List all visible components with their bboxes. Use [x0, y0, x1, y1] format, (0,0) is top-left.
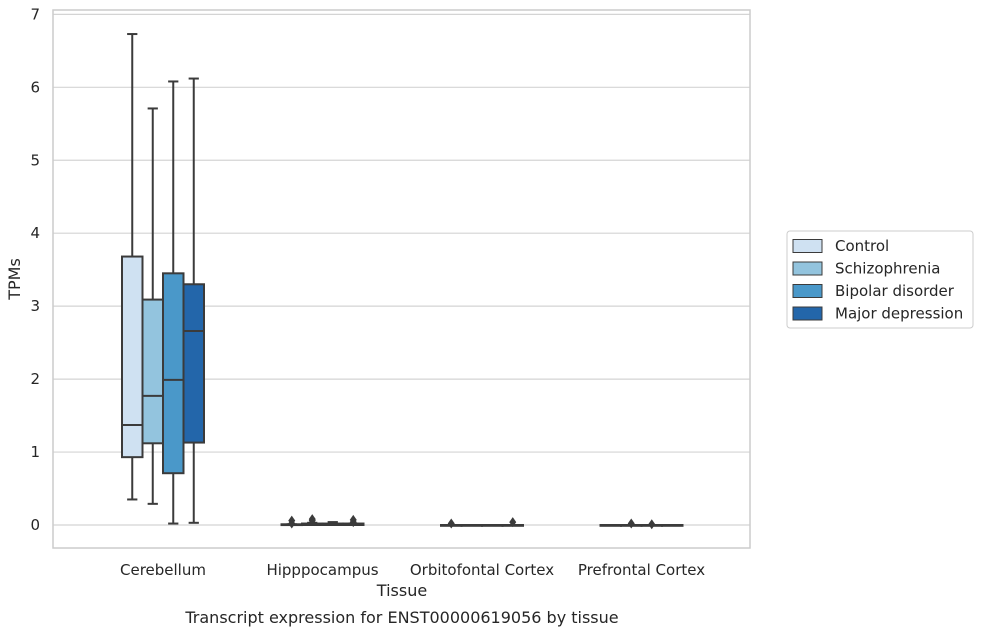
y-tick-label: 5 — [30, 151, 40, 169]
x-tick-label: Cerebellum — [120, 561, 206, 579]
y-tick-label: 7 — [30, 5, 40, 23]
box-schizophrenia — [141, 107, 164, 505]
box-bipolar-disorder — [321, 521, 344, 527]
legend-swatch — [792, 284, 823, 298]
legend-swatch — [792, 306, 823, 321]
outlier-point — [648, 519, 656, 530]
outlier-point — [349, 514, 357, 525]
outlier-point — [308, 514, 316, 525]
box-major-depression — [182, 77, 205, 524]
legend-label: Schizophrenia — [835, 260, 940, 278]
box-bipolar-disorder — [162, 80, 185, 525]
gridlines — [53, 13, 750, 526]
box-iqr — [121, 255, 144, 459]
legend-swatch — [792, 239, 823, 253]
outlier-point — [627, 518, 635, 529]
x-tick-labels: Cerebellum Hipppocampus Orbitofontal Corte… — [120, 561, 705, 579]
box-control — [280, 515, 303, 529]
outlier-point — [447, 518, 455, 529]
box-schizophrenia — [301, 514, 324, 527]
legend-swatch — [792, 261, 823, 276]
legend-frame — [786, 230, 974, 329]
legend: Control Schizophrenia Bipolar disorder Majo… — [786, 230, 974, 329]
box-iqr — [182, 283, 205, 444]
y-axis-title: TPMs — [5, 258, 24, 301]
box-schizophrenia — [620, 518, 643, 529]
outlier-point — [288, 515, 296, 526]
legend-label: Major depression — [835, 305, 963, 323]
box-bipolar-disorder — [640, 519, 663, 530]
x-tick-label: Prefrontal Cortex — [578, 561, 705, 579]
box-bipolar-disorder — [481, 524, 504, 527]
box-major-depression — [342, 514, 365, 528]
legend-label: Control — [835, 237, 889, 255]
x-axis-title: Tissue — [376, 581, 427, 600]
box-groups — [121, 33, 684, 530]
y-tick-label: 1 — [30, 443, 40, 461]
box-iqr — [141, 298, 164, 445]
y-tick-label: 2 — [30, 370, 40, 388]
y-tick-label: 4 — [30, 224, 40, 242]
x-tick-label: Orbitofontal Cortex — [410, 561, 554, 579]
x-tick-label: Hipppocampus — [266, 561, 378, 579]
y-tick-label: 6 — [30, 78, 40, 96]
box-major-depression — [501, 517, 524, 528]
legend-label: Bipolar disorder — [835, 282, 955, 300]
y-tick-label: 3 — [30, 297, 40, 315]
box-control — [121, 33, 144, 501]
y-tick-labels: 0 1 2 3 4 5 6 7 — [30, 5, 40, 534]
box-schizophrenia — [460, 524, 483, 527]
box-iqr — [162, 272, 185, 475]
chart-caption: Transcript expression for ENST0000061905… — [184, 608, 618, 627]
outlier-point — [509, 517, 517, 528]
y-tick-label: 0 — [30, 516, 40, 534]
box-control — [599, 524, 622, 527]
box-control — [440, 518, 463, 529]
plot-frame — [52, 9, 751, 549]
box-major-depression — [661, 524, 684, 527]
